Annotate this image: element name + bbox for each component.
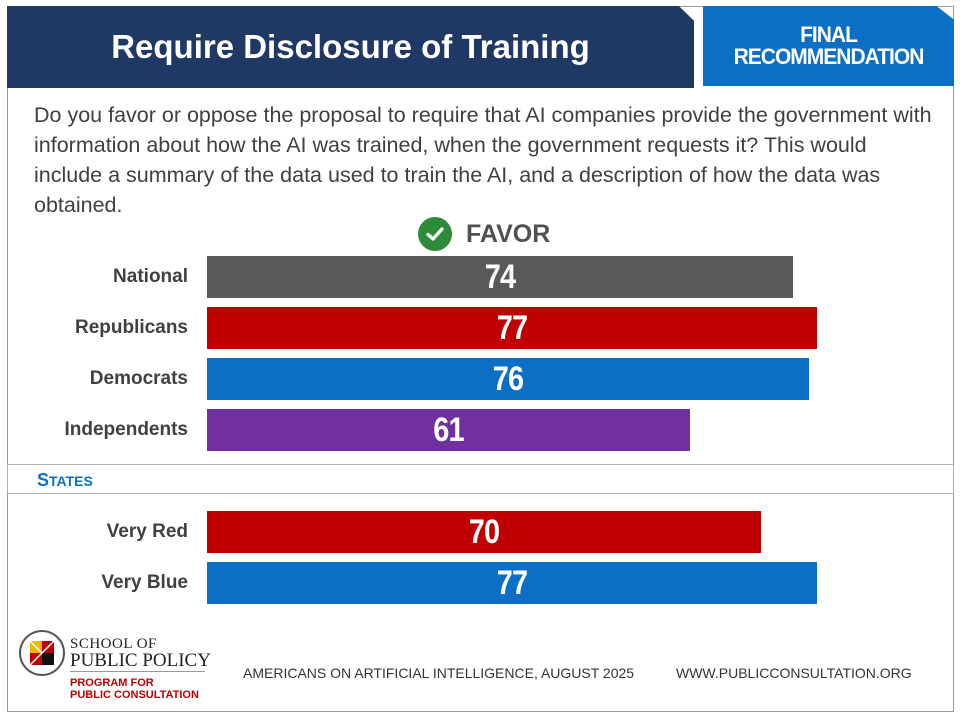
favor-label: FAVOR xyxy=(466,219,551,248)
logo-public-policy: PUBLIC POLICY xyxy=(70,650,211,671)
checkmark-icon xyxy=(418,217,452,251)
logo-program: PROGRAM FOR PUBLIC CONSULTATION xyxy=(70,677,199,701)
states-label-initial: S xyxy=(37,470,50,490)
checkmark-glyph xyxy=(426,227,444,241)
badge-line-final: FINAL xyxy=(800,22,858,48)
recommendation-badge xyxy=(703,6,954,86)
bar-value-independents: 61 xyxy=(433,410,464,449)
category-label-very-blue: Very Blue xyxy=(101,572,188,593)
states-label-rest: TATES xyxy=(49,473,93,489)
favor-header: FAVOR xyxy=(418,216,550,252)
logo-divider xyxy=(70,671,205,672)
logo-program-line2: PUBLIC CONSULTATION xyxy=(70,689,199,701)
bar-republicans xyxy=(207,307,817,349)
category-label-independents: Independents xyxy=(64,419,188,440)
university-seal-logo xyxy=(19,630,65,676)
bar-democrats xyxy=(207,358,809,400)
bar-value-very-red: 70 xyxy=(468,512,500,551)
maryland-flag-icon xyxy=(29,640,55,666)
category-label-republicans: Republicans xyxy=(75,317,188,338)
bar-value-national: 74 xyxy=(484,257,516,296)
footer-url[interactable]: WWW.PUBLICCONSULTATION.ORG xyxy=(676,665,912,681)
badge-line-recommendation: RECOMMENDATION xyxy=(733,44,925,70)
bar-national xyxy=(207,256,793,298)
bar-value-very-blue: 77 xyxy=(496,563,528,602)
logo-school-of: SCHOOL OF xyxy=(70,636,157,652)
bar-value-republicans: 77 xyxy=(496,308,528,347)
category-label-very-red: Very Red xyxy=(106,521,188,542)
states-section-label: STATES xyxy=(37,470,93,491)
states-section-divider xyxy=(7,464,954,494)
bar-very-red xyxy=(207,511,761,553)
recommendation-badge-text: FINAL RECOMMENDATION xyxy=(703,4,954,88)
category-label-democrats: Democrats xyxy=(89,368,188,389)
category-label-national: National xyxy=(113,266,188,287)
title-banner xyxy=(7,6,694,88)
footer-source: AMERICANS ON ARTIFICIAL INTELLIGENCE, AU… xyxy=(243,665,635,681)
bar-very-blue xyxy=(207,562,817,604)
page-title: Require Disclosure of Training xyxy=(111,28,590,65)
logo-program-line1: PROGRAM FOR xyxy=(70,677,154,689)
bar-value-democrats: 76 xyxy=(492,359,524,398)
bar-independents xyxy=(207,409,690,451)
survey-question: Do you favor or oppose the proposal to r… xyxy=(34,103,932,217)
